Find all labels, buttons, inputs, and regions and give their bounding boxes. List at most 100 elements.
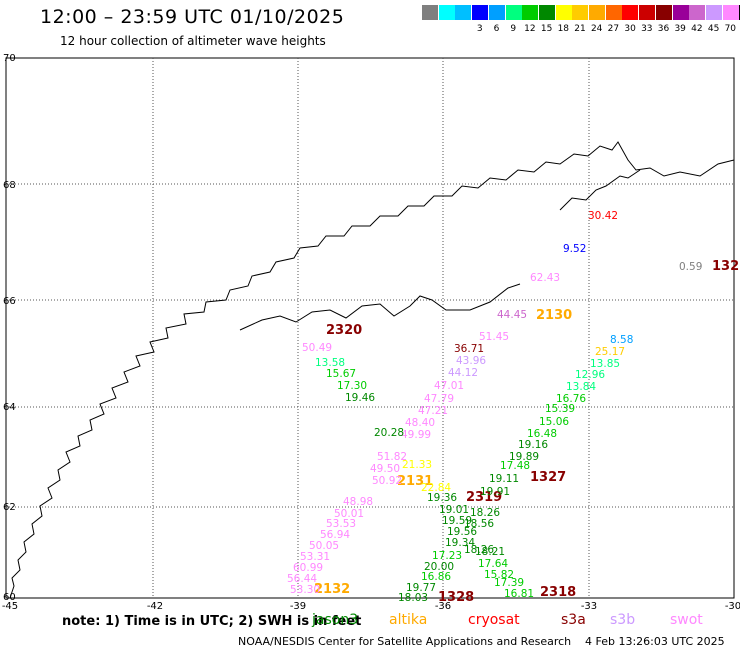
color-swatch [522,5,539,20]
satellite-legend-item: altika [389,612,428,628]
wave-height-reading: 17.39 [494,577,524,589]
color-scale-label: 6 [493,24,500,34]
greenland-coastline [9,141,735,599]
color-swatch [538,5,555,20]
map-content: 70 68 66 64 62 60-45 -42 -39 -36 -33 -30 2320 2130 21… [2,53,740,612]
color-scale-label: 9 [510,24,517,34]
footer-note: note: 1) Time is in UTC; 2) SWH is in fe… [62,614,362,629]
color-swatch [705,5,722,20]
wave-height-reading: 62.43 [530,272,560,284]
lat-label: 66 [3,296,16,307]
color-swatch [438,5,455,20]
wave-height-reading: 53.53 [326,518,356,530]
graticule [6,58,734,598]
wave-height-reading: 53.31 [300,551,330,563]
color-swatch [455,5,472,20]
color-swatch [689,5,706,20]
wave-height-reading: 50.49 [302,342,332,354]
wave-height-reading: 50.92 [372,475,402,487]
color-swatch [555,5,572,20]
satellite-legend-item: cryosat [468,612,520,628]
wave-height-reading: 48.40 [405,417,435,429]
color-swatch [472,5,489,20]
pass-time-label: 2319 [466,490,502,505]
color-scale-label: 3 [476,24,483,34]
satellite-legend-item: jason3 [312,612,359,628]
wave-height-reading: 16.86 [421,571,451,583]
wave-height-reading: 47.79 [424,393,454,405]
color-scale-label: 33 [641,24,653,34]
wave-height-reading: 22.84 [421,482,451,494]
lon-label: -33 [581,601,597,612]
wave-height-reading: 50.05 [309,540,339,552]
wave-height-reading: 49.99 [401,429,431,441]
wave-height-reading: 9.52 [563,243,586,255]
wave-height-reading: 0.59 [679,261,702,273]
wave-height-reading: 13.85 [590,358,620,370]
wave-height-reading: 19.34 [445,537,475,549]
color-swatch [589,5,605,20]
lat-label: 64 [3,402,16,413]
color-scale-label: 36 [657,24,670,34]
color-swatch [422,5,438,20]
wave-height-reading: 19.36 [427,492,457,504]
wave-height-reading: 19.89 [509,451,539,463]
wave-height-reading: 56.94 [320,529,350,541]
wave-height-reading: 49.50 [370,463,400,475]
color-scale-label: 21 [574,24,586,34]
pass-time-label: 1326 [712,259,740,274]
color-swatch [639,5,656,20]
wave-height-reading: 15.82 [484,569,514,581]
color-swatch [572,5,589,20]
wave-height-reading: 16.48 [527,428,557,440]
wave-height-reading: 17.64 [478,558,508,570]
wave-height-reading: 25.17 [595,346,625,358]
wave-height-reading: 19.91 [480,486,510,498]
color-swatch [655,5,672,20]
wave-height-reading: 47.21 [418,405,448,417]
wave-height-reading: 47.01 [434,380,464,392]
wave-height-reading: 51.82 [377,451,407,463]
wave-height-reading: 50.01 [334,508,364,520]
wave-height-reading: 19.77 [406,582,436,594]
wave-height-reading: 20.00 [424,561,454,573]
footer-timestamp: 4 Feb 13:26:03 UTC 2025 [585,635,725,648]
color-scale-label: 45 [707,24,720,34]
pass-time-label: 2130 [536,308,572,323]
lon-label: -42 [147,601,163,612]
wave-height-reading: 60.99 [293,562,323,574]
lat-label: 62 [3,502,16,513]
wave-height-reading: 48.98 [343,496,373,508]
wave-height-reading: 51.45 [479,331,509,343]
lat-label: 68 [3,180,16,191]
satellite-legend-item: s3a [561,612,586,628]
wave-height-reading: 19.16 [518,439,548,451]
wave-height-reading: 18.26 [464,544,494,556]
color-swatch [672,5,689,20]
lat-label: 60 [3,592,16,603]
pass-time-label: 2318 [540,585,576,600]
wave-height-reading: 17.48 [500,460,530,472]
color-swatch [488,5,505,20]
color-scale-label: 15 [540,24,553,34]
lon-label: -39 [290,601,306,612]
wave-height-reading: 36.71 [454,343,484,355]
lon-label: -36 [435,601,451,612]
wave-height-reading: 18.26 [470,507,500,519]
color-scale-label: 18 [557,24,570,34]
map-subtitle: 12 hour collection of altimeter wave hei… [60,34,326,48]
color-swatch [605,5,622,20]
lon-label: -45 [2,601,18,612]
wave-height-reading: 17.30 [337,380,367,392]
wave-height-reading: 43.96 [456,355,486,367]
wave-height-reading: 53.30 [290,584,320,596]
color-scale-label: 12 [524,24,536,34]
wave-height-reading: 15.06 [539,416,569,428]
coastline-fjords [239,169,641,331]
wave-height-reading: 21.33 [402,459,432,471]
pass-time-label: 2132 [314,582,350,597]
color-swatch [722,5,739,20]
wave-height-reading: 19.59 [442,515,472,527]
wave-height-reading: 18.03 [398,592,428,604]
